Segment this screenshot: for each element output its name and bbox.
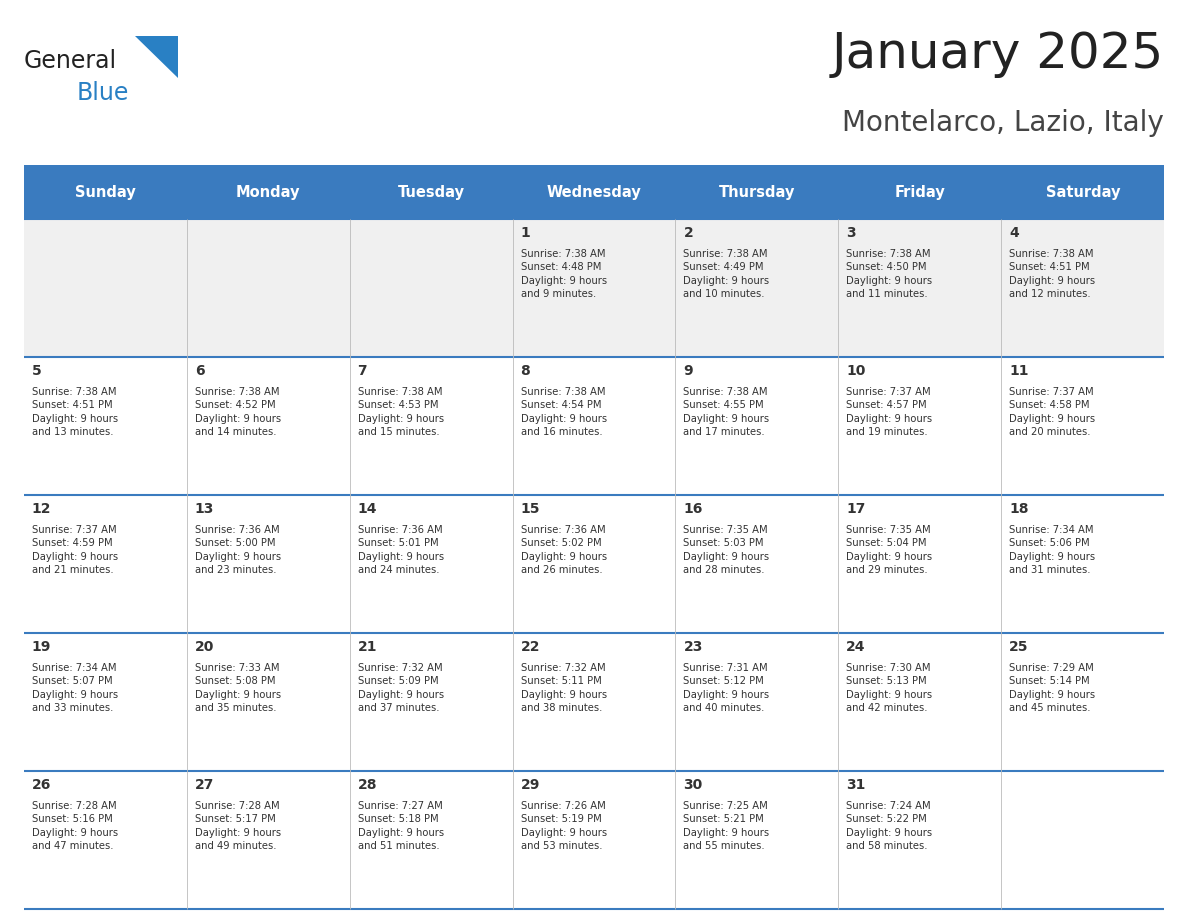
Text: Sunrise: 7:28 AM
Sunset: 5:17 PM
Daylight: 9 hours
and 49 minutes.: Sunrise: 7:28 AM Sunset: 5:17 PM Dayligh…: [195, 800, 280, 851]
Text: 31: 31: [846, 778, 866, 792]
Text: 3: 3: [846, 226, 857, 241]
Text: 2: 2: [683, 226, 693, 241]
Text: Sunrise: 7:32 AM
Sunset: 5:11 PM
Daylight: 9 hours
and 38 minutes.: Sunrise: 7:32 AM Sunset: 5:11 PM Dayligh…: [520, 663, 607, 713]
Text: Sunrise: 7:38 AM
Sunset: 4:53 PM
Daylight: 9 hours
and 15 minutes.: Sunrise: 7:38 AM Sunset: 4:53 PM Dayligh…: [358, 386, 444, 437]
Text: 30: 30: [683, 778, 702, 792]
Text: Sunrise: 7:25 AM
Sunset: 5:21 PM
Daylight: 9 hours
and 55 minutes.: Sunrise: 7:25 AM Sunset: 5:21 PM Dayligh…: [683, 800, 770, 851]
Text: 12: 12: [32, 502, 51, 516]
Polygon shape: [135, 36, 178, 78]
Text: 7: 7: [358, 364, 367, 378]
Text: Sunrise: 7:34 AM
Sunset: 5:07 PM
Daylight: 9 hours
and 33 minutes.: Sunrise: 7:34 AM Sunset: 5:07 PM Dayligh…: [32, 663, 118, 713]
Text: 18: 18: [1010, 502, 1029, 516]
Text: Sunrise: 7:34 AM
Sunset: 5:06 PM
Daylight: 9 hours
and 31 minutes.: Sunrise: 7:34 AM Sunset: 5:06 PM Dayligh…: [1010, 524, 1095, 576]
Text: 23: 23: [683, 640, 703, 655]
Text: 1: 1: [520, 226, 530, 241]
Text: Monday: Monday: [236, 185, 301, 199]
Text: 5: 5: [32, 364, 42, 378]
Text: 9: 9: [683, 364, 693, 378]
Text: January 2025: January 2025: [832, 29, 1164, 78]
Text: 24: 24: [846, 640, 866, 655]
Bar: [24, 633, 1164, 771]
Text: Sunrise: 7:38 AM
Sunset: 4:49 PM
Daylight: 9 hours
and 10 minutes.: Sunrise: 7:38 AM Sunset: 4:49 PM Dayligh…: [683, 249, 770, 299]
Bar: [24, 771, 1164, 909]
Text: Sunrise: 7:27 AM
Sunset: 5:18 PM
Daylight: 9 hours
and 51 minutes.: Sunrise: 7:27 AM Sunset: 5:18 PM Dayligh…: [358, 800, 444, 851]
Bar: [24, 218, 1164, 357]
Text: Sunrise: 7:29 AM
Sunset: 5:14 PM
Daylight: 9 hours
and 45 minutes.: Sunrise: 7:29 AM Sunset: 5:14 PM Dayligh…: [1010, 663, 1095, 713]
Text: Thursday: Thursday: [719, 185, 795, 199]
Text: 15: 15: [520, 502, 541, 516]
Text: Sunrise: 7:37 AM
Sunset: 4:57 PM
Daylight: 9 hours
and 19 minutes.: Sunrise: 7:37 AM Sunset: 4:57 PM Dayligh…: [846, 386, 933, 437]
Text: 6: 6: [195, 364, 204, 378]
Text: 19: 19: [32, 640, 51, 655]
Text: 14: 14: [358, 502, 377, 516]
Text: Sunrise: 7:38 AM
Sunset: 4:51 PM
Daylight: 9 hours
and 13 minutes.: Sunrise: 7:38 AM Sunset: 4:51 PM Dayligh…: [32, 386, 118, 437]
Text: Sunrise: 7:37 AM
Sunset: 4:59 PM
Daylight: 9 hours
and 21 minutes.: Sunrise: 7:37 AM Sunset: 4:59 PM Dayligh…: [32, 524, 118, 576]
Text: Sunrise: 7:37 AM
Sunset: 4:58 PM
Daylight: 9 hours
and 20 minutes.: Sunrise: 7:37 AM Sunset: 4:58 PM Dayligh…: [1010, 386, 1095, 437]
Text: Sunrise: 7:38 AM
Sunset: 4:54 PM
Daylight: 9 hours
and 16 minutes.: Sunrise: 7:38 AM Sunset: 4:54 PM Dayligh…: [520, 386, 607, 437]
Text: 20: 20: [195, 640, 214, 655]
Text: Friday: Friday: [895, 185, 946, 199]
Text: Sunday: Sunday: [75, 185, 135, 199]
Text: Sunrise: 7:28 AM
Sunset: 5:16 PM
Daylight: 9 hours
and 47 minutes.: Sunrise: 7:28 AM Sunset: 5:16 PM Dayligh…: [32, 800, 118, 851]
Bar: [24, 165, 1164, 218]
Text: Sunrise: 7:38 AM
Sunset: 4:48 PM
Daylight: 9 hours
and 9 minutes.: Sunrise: 7:38 AM Sunset: 4:48 PM Dayligh…: [520, 249, 607, 299]
Text: 28: 28: [358, 778, 377, 792]
Bar: [24, 495, 1164, 633]
Text: Tuesday: Tuesday: [398, 185, 465, 199]
Text: 16: 16: [683, 502, 703, 516]
Text: Saturday: Saturday: [1045, 185, 1120, 199]
Text: Sunrise: 7:35 AM
Sunset: 5:04 PM
Daylight: 9 hours
and 29 minutes.: Sunrise: 7:35 AM Sunset: 5:04 PM Dayligh…: [846, 524, 933, 576]
Text: Sunrise: 7:38 AM
Sunset: 4:52 PM
Daylight: 9 hours
and 14 minutes.: Sunrise: 7:38 AM Sunset: 4:52 PM Dayligh…: [195, 386, 280, 437]
Text: Sunrise: 7:36 AM
Sunset: 5:00 PM
Daylight: 9 hours
and 23 minutes.: Sunrise: 7:36 AM Sunset: 5:00 PM Dayligh…: [195, 524, 280, 576]
Text: Sunrise: 7:31 AM
Sunset: 5:12 PM
Daylight: 9 hours
and 40 minutes.: Sunrise: 7:31 AM Sunset: 5:12 PM Dayligh…: [683, 663, 770, 713]
Text: Sunrise: 7:33 AM
Sunset: 5:08 PM
Daylight: 9 hours
and 35 minutes.: Sunrise: 7:33 AM Sunset: 5:08 PM Dayligh…: [195, 663, 280, 713]
Text: 21: 21: [358, 640, 377, 655]
Text: 29: 29: [520, 778, 539, 792]
Text: Sunrise: 7:35 AM
Sunset: 5:03 PM
Daylight: 9 hours
and 28 minutes.: Sunrise: 7:35 AM Sunset: 5:03 PM Dayligh…: [683, 524, 770, 576]
Text: Sunrise: 7:26 AM
Sunset: 5:19 PM
Daylight: 9 hours
and 53 minutes.: Sunrise: 7:26 AM Sunset: 5:19 PM Dayligh…: [520, 800, 607, 851]
Text: Sunrise: 7:38 AM
Sunset: 4:51 PM
Daylight: 9 hours
and 12 minutes.: Sunrise: 7:38 AM Sunset: 4:51 PM Dayligh…: [1010, 249, 1095, 299]
Text: Sunrise: 7:30 AM
Sunset: 5:13 PM
Daylight: 9 hours
and 42 minutes.: Sunrise: 7:30 AM Sunset: 5:13 PM Dayligh…: [846, 663, 933, 713]
Text: 25: 25: [1010, 640, 1029, 655]
Text: Blue: Blue: [77, 82, 129, 106]
Text: 17: 17: [846, 502, 866, 516]
Text: 26: 26: [32, 778, 51, 792]
Text: 8: 8: [520, 364, 530, 378]
Text: Sunrise: 7:24 AM
Sunset: 5:22 PM
Daylight: 9 hours
and 58 minutes.: Sunrise: 7:24 AM Sunset: 5:22 PM Dayligh…: [846, 800, 933, 851]
Text: Sunrise: 7:38 AM
Sunset: 4:55 PM
Daylight: 9 hours
and 17 minutes.: Sunrise: 7:38 AM Sunset: 4:55 PM Dayligh…: [683, 386, 770, 437]
Text: 22: 22: [520, 640, 541, 655]
Text: 10: 10: [846, 364, 866, 378]
Text: 11: 11: [1010, 364, 1029, 378]
Text: Wednesday: Wednesday: [546, 185, 642, 199]
Text: Sunrise: 7:36 AM
Sunset: 5:02 PM
Daylight: 9 hours
and 26 minutes.: Sunrise: 7:36 AM Sunset: 5:02 PM Dayligh…: [520, 524, 607, 576]
Text: Montelarco, Lazio, Italy: Montelarco, Lazio, Italy: [842, 109, 1164, 137]
Text: 27: 27: [195, 778, 214, 792]
Text: Sunrise: 7:36 AM
Sunset: 5:01 PM
Daylight: 9 hours
and 24 minutes.: Sunrise: 7:36 AM Sunset: 5:01 PM Dayligh…: [358, 524, 444, 576]
Text: General: General: [24, 49, 116, 73]
Text: 13: 13: [195, 502, 214, 516]
Text: Sunrise: 7:32 AM
Sunset: 5:09 PM
Daylight: 9 hours
and 37 minutes.: Sunrise: 7:32 AM Sunset: 5:09 PM Dayligh…: [358, 663, 444, 713]
Bar: [24, 357, 1164, 495]
Text: 4: 4: [1010, 226, 1019, 241]
Text: Sunrise: 7:38 AM
Sunset: 4:50 PM
Daylight: 9 hours
and 11 minutes.: Sunrise: 7:38 AM Sunset: 4:50 PM Dayligh…: [846, 249, 933, 299]
